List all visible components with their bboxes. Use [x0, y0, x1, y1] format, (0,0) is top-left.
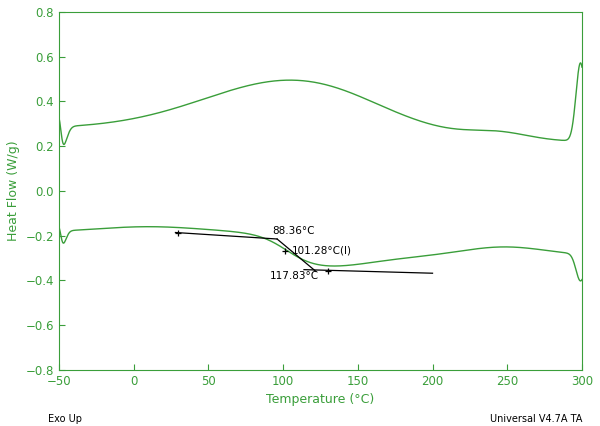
- Text: Exo Up: Exo Up: [48, 414, 82, 424]
- Text: 88.36°C: 88.36°C: [272, 226, 315, 236]
- Text: 101.28°C(I): 101.28°C(I): [292, 246, 352, 256]
- Y-axis label: Heat Flow (W/g): Heat Flow (W/g): [7, 141, 20, 241]
- X-axis label: Temperature (°C): Temperature (°C): [266, 393, 374, 406]
- Text: 117.83°C: 117.83°C: [269, 271, 319, 282]
- Text: Universal V4.7A TA: Universal V4.7A TA: [490, 414, 582, 424]
